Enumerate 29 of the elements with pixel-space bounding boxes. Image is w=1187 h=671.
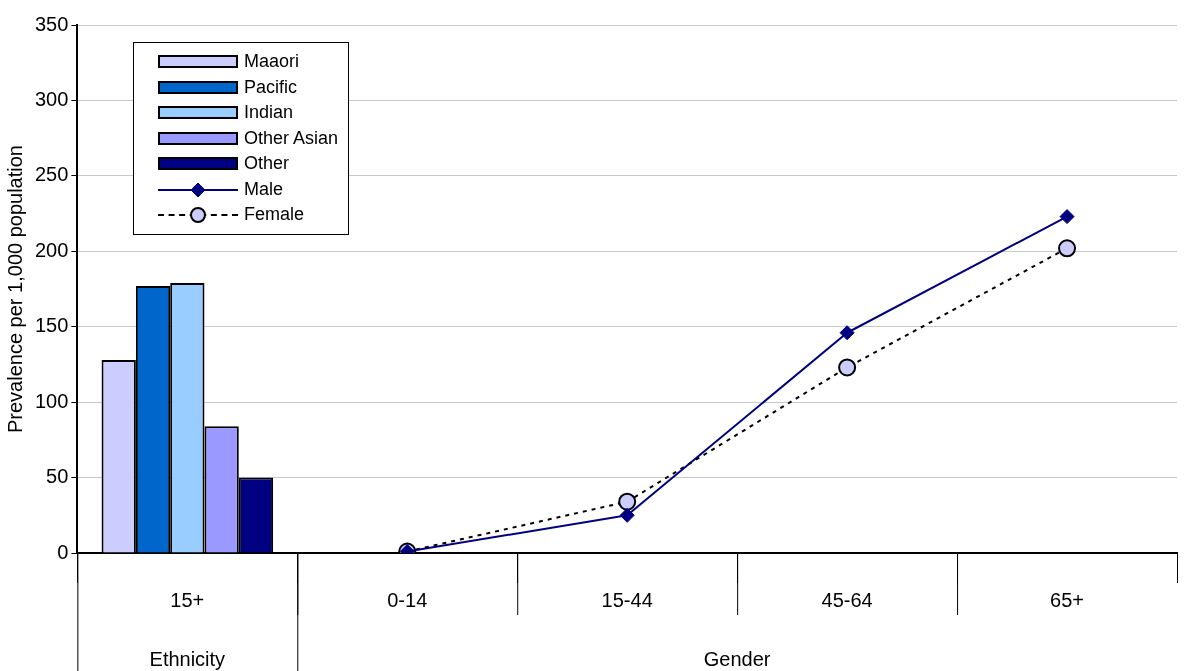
y-tick-label: 50: [46, 465, 69, 488]
legend-label: Indian: [244, 101, 294, 124]
text: Ethnicity: [149, 647, 226, 670]
legend-label: Other Asian: [244, 126, 339, 150]
legend-label: Maaori: [244, 50, 300, 73]
x-tick-label: 15+: [170, 588, 205, 611]
y-axis-title: Prevalence per 1,000 population: [3, 145, 26, 433]
x-tick-label: 65+: [1050, 588, 1085, 611]
legend-label: Other: [244, 152, 290, 175]
point: [1059, 209, 1075, 225]
point: [618, 492, 637, 511]
y-tick-label: 200: [34, 238, 69, 261]
point: [1058, 239, 1077, 258]
legend-label: Pacific: [244, 75, 298, 99]
y-tick-label: 250: [34, 163, 69, 186]
x-tick-label: 45-64: [821, 588, 873, 611]
legend-label: Female: [244, 203, 305, 226]
y-tick-label: 0: [57, 540, 69, 563]
y-tick-label: 350: [34, 12, 69, 35]
legend-label: Male: [244, 177, 284, 201]
x-tick-label: 0-14: [387, 588, 428, 611]
x-tick-label: 15-44: [601, 588, 653, 611]
text: Gender: [703, 647, 771, 670]
y-tick-label: 300: [34, 87, 69, 110]
point: [839, 325, 855, 341]
y-tick-label: 100: [34, 389, 69, 412]
point: [619, 507, 635, 523]
point: [838, 358, 857, 377]
y-tick-label: 150: [34, 314, 69, 337]
